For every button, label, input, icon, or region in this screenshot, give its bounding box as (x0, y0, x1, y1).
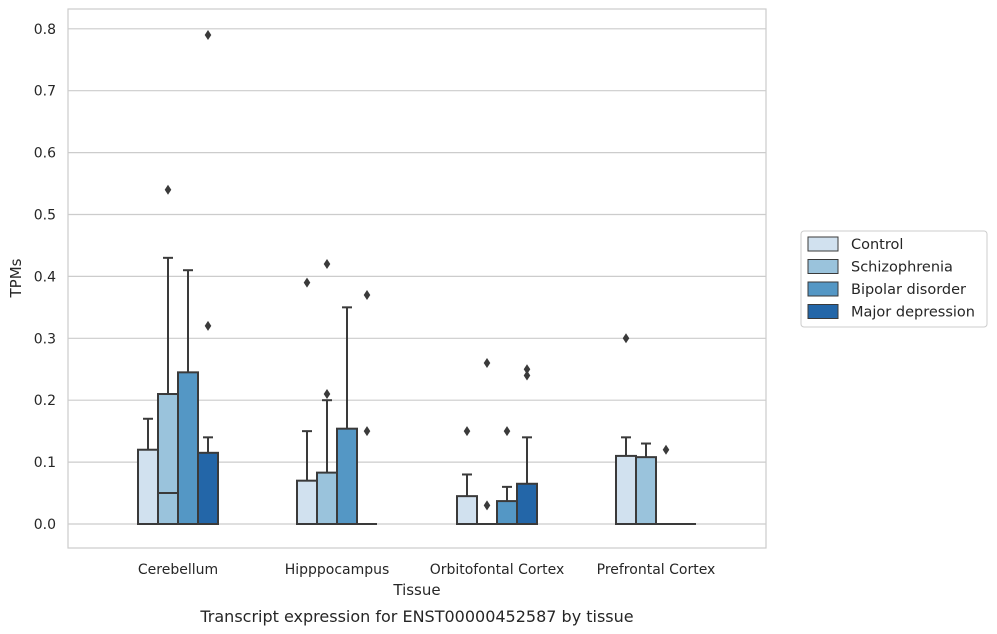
plot-frame (67, 8, 767, 549)
y-tick-label: 0.5 (34, 208, 56, 224)
box-2-1 (477, 358, 497, 525)
outlier-point (363, 426, 371, 437)
box-1-0 (296, 277, 318, 526)
box-body (137, 448, 159, 525)
box-body (456, 495, 478, 525)
legend-label: Major depression (851, 305, 975, 321)
box-0-2 (177, 269, 199, 525)
y-tick-label: 0.6 (34, 146, 56, 162)
x-axis-title: Tissue (392, 581, 440, 599)
box-body (177, 371, 199, 525)
box-body (316, 471, 338, 525)
box-body (336, 427, 358, 526)
legend: Control Schizophrenia Bipolar disorder Majo… (800, 230, 988, 328)
outlier-point (323, 259, 331, 270)
legend-swatch (807, 236, 839, 252)
box-body (516, 482, 538, 526)
y-tick-label: 0.0 (34, 517, 56, 533)
y-tick-label: 0.1 (34, 455, 56, 471)
outlier-point (323, 389, 331, 400)
legend-item: Schizophrenia (807, 259, 953, 276)
box-3-1 (635, 442, 657, 526)
legend-swatch (807, 281, 839, 297)
x-tick-label: Cerebellum (138, 562, 218, 578)
box-2-2 (496, 426, 518, 525)
legend-item: Major depression (807, 304, 975, 321)
box-1-3 (357, 289, 377, 525)
outlier-point (503, 426, 511, 437)
outlier-point (662, 444, 670, 455)
box-3-2 (656, 444, 676, 525)
legend-item: Control (807, 236, 903, 253)
y-axis-title: TPMs (7, 258, 25, 298)
legend-frame (800, 230, 988, 328)
outlier-point (303, 277, 311, 288)
box-2-3 (516, 364, 538, 526)
box-body (496, 500, 518, 525)
x-tick-label: Orbitofontal Cortex (430, 562, 565, 578)
legend-label: Bipolar disorder (851, 282, 966, 298)
box-body (635, 456, 657, 526)
y-tick-label: 0.2 (34, 393, 56, 409)
outlier-point (204, 320, 212, 331)
y-tick-label: 0.4 (34, 269, 56, 285)
box-body (615, 454, 637, 525)
legend-swatch (807, 304, 839, 319)
box-0-1 (157, 184, 179, 526)
x-tick-labels: Cerebellum Hipppocampus Orbitofontal Corte… (138, 562, 715, 578)
box-1-1 (316, 259, 338, 525)
outlier-point (204, 29, 212, 40)
outlier-point (523, 364, 531, 375)
box-2-0 (456, 426, 478, 525)
y-tick-labels: 0.0 0.1 0.2 0.3 0.4 0.5 0.6 0.7 0.8 (34, 22, 56, 533)
y-tick-label: 0.3 (34, 331, 56, 347)
outlier-point (483, 358, 491, 369)
x-tick-label: Hipppocampus (285, 562, 390, 578)
boxes (137, 29, 696, 526)
box-0-0 (137, 417, 159, 525)
box-body (296, 479, 318, 526)
outlier-point (523, 370, 531, 381)
outlier-point (164, 184, 172, 195)
legend-swatch (807, 259, 839, 274)
box-body (197, 451, 219, 525)
legend-item: Bipolar disorder (807, 281, 966, 298)
box-3-0 (615, 333, 637, 525)
outlier-point (363, 289, 371, 300)
y-tick-label: 0.8 (34, 22, 56, 38)
outlier-point (463, 426, 471, 437)
chart-caption: Transcript expression for ENST0000045258… (199, 607, 633, 626)
legend-label: Schizophrenia (851, 260, 953, 276)
x-tick-label: Prefrontal Cortex (597, 562, 716, 578)
legend-label: Control (851, 237, 903, 253)
outlier-point (622, 333, 630, 344)
box-body (157, 393, 179, 526)
y-tick-label: 0.7 (34, 84, 56, 100)
box-1-2 (336, 306, 358, 526)
outlier-point (483, 500, 491, 511)
box-0-3 (197, 29, 219, 525)
